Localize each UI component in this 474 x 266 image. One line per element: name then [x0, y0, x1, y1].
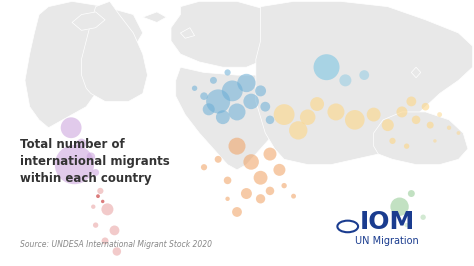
Point — [389, 139, 396, 143]
Point — [224, 178, 231, 182]
Point — [370, 113, 377, 117]
Point — [412, 118, 420, 122]
Point — [233, 110, 241, 114]
Point — [351, 118, 359, 122]
Point — [332, 110, 340, 114]
Point — [111, 228, 118, 232]
Point — [396, 205, 403, 209]
Point — [214, 157, 222, 161]
Point — [342, 78, 349, 82]
Point — [398, 110, 406, 114]
Point — [67, 126, 75, 130]
Point — [224, 70, 231, 74]
Point — [257, 176, 264, 180]
Point — [97, 189, 104, 193]
Point — [384, 123, 392, 127]
Point — [94, 194, 102, 198]
Point — [266, 118, 274, 122]
Point — [403, 223, 410, 227]
Point — [247, 99, 255, 103]
Point — [280, 113, 288, 117]
Point — [408, 99, 415, 103]
Point — [275, 168, 283, 172]
Point — [205, 107, 212, 111]
Point — [419, 215, 427, 219]
Point — [243, 81, 250, 85]
Point — [200, 94, 208, 98]
Point — [313, 102, 321, 106]
Point — [266, 189, 274, 193]
Point — [422, 105, 429, 109]
Point — [224, 197, 231, 201]
Point — [104, 207, 111, 211]
Point — [455, 131, 462, 135]
Point — [90, 205, 97, 209]
Point — [262, 105, 269, 109]
Point — [431, 139, 439, 143]
Point — [436, 113, 443, 117]
Point — [266, 152, 274, 156]
Point — [200, 165, 208, 169]
Point — [101, 239, 109, 243]
Point — [92, 170, 100, 174]
Point — [99, 199, 107, 203]
Point — [294, 128, 302, 132]
Point — [257, 89, 264, 93]
Text: UN Migration: UN Migration — [355, 236, 419, 246]
Point — [78, 142, 85, 146]
Point — [210, 78, 217, 82]
Point — [233, 210, 241, 214]
Point — [304, 115, 311, 119]
Point — [92, 223, 100, 227]
Point — [445, 126, 453, 130]
Point — [191, 86, 199, 90]
Point — [427, 123, 434, 127]
Point — [257, 197, 264, 201]
Point — [290, 194, 297, 198]
Point — [214, 99, 222, 103]
Text: IOM: IOM — [359, 210, 415, 235]
Point — [233, 144, 241, 148]
Point — [247, 160, 255, 164]
Point — [403, 144, 410, 148]
Point — [87, 155, 95, 159]
Text: Total number of
international migrants
within each country: Total number of international migrants w… — [20, 138, 170, 185]
Point — [228, 89, 236, 93]
Point — [243, 192, 250, 196]
Point — [219, 115, 227, 119]
Point — [280, 184, 288, 188]
Point — [360, 73, 368, 77]
Point — [113, 249, 120, 253]
Point — [323, 65, 330, 69]
Text: Source: UNDESA International Migrant Stock 2020: Source: UNDESA International Migrant Sto… — [20, 240, 212, 249]
Point — [71, 163, 78, 167]
Point — [408, 192, 415, 196]
